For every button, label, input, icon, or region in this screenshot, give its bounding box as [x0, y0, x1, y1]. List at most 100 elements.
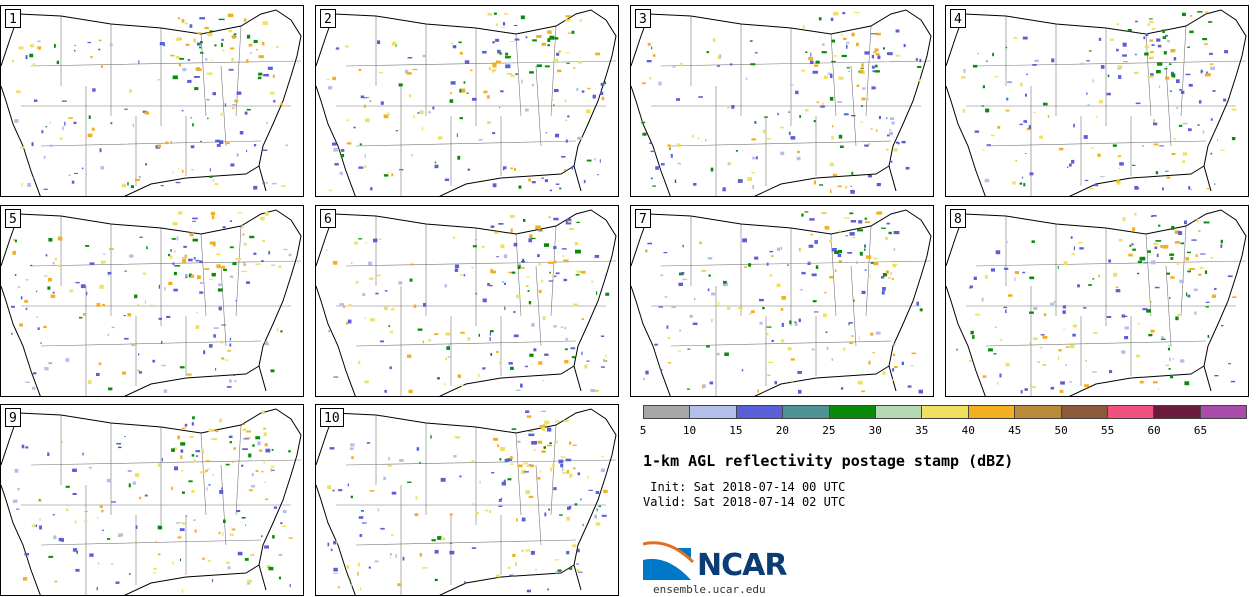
echo-cell [62, 126, 64, 131]
echo-cell [893, 231, 900, 235]
echo-cell [1204, 11, 1209, 14]
echo-cell [499, 106, 501, 108]
colorbar-segment [829, 406, 876, 418]
echo-cell [349, 579, 351, 581]
echo-cell [801, 69, 805, 72]
echo-cell [982, 375, 987, 378]
echo-cell [36, 316, 39, 318]
echo-cell [219, 418, 222, 423]
echo-cell [530, 464, 535, 468]
echo-cell [229, 47, 235, 50]
echo-cell [533, 449, 536, 451]
echo-cell [822, 102, 824, 106]
echo-cell [1147, 23, 1150, 26]
echo-cell [210, 211, 216, 216]
echo-cell [569, 228, 574, 230]
figure-title: 1-km AGL reflectivity postage stamp (dBZ… [643, 452, 1014, 470]
echo-cell [495, 23, 498, 26]
echo-cell [754, 256, 759, 260]
echo-cell [21, 444, 25, 449]
echo-cell [892, 265, 896, 268]
echo-cell [1187, 128, 1192, 132]
echo-cell [447, 356, 451, 358]
echo-cell [490, 225, 495, 228]
echo-cell [333, 567, 338, 572]
echo-cell [1182, 160, 1186, 163]
echo-cell [692, 134, 694, 138]
echo-cell [249, 235, 255, 239]
echo-cell [892, 368, 895, 372]
echo-cell [359, 534, 363, 537]
echo-cell [362, 293, 366, 297]
echo-cell [517, 265, 521, 270]
echo-cell [1003, 267, 1009, 270]
echo-cell [246, 149, 248, 152]
echo-cell [571, 165, 574, 170]
echo-cell [74, 172, 78, 174]
echo-cell [677, 162, 681, 165]
echo-cell [492, 41, 495, 44]
reflectivity-map [946, 209, 1247, 396]
echo-cell [389, 556, 391, 559]
echo-cell [334, 163, 339, 166]
echo-cell [506, 73, 512, 75]
echo-cell [414, 513, 419, 517]
colorbar-segment [690, 406, 737, 418]
echo-cell [781, 322, 784, 327]
echo-cell [566, 470, 570, 474]
echo-cell [379, 340, 385, 343]
echo-cell [398, 83, 403, 87]
echo-cell [789, 84, 794, 86]
echo-cell [549, 442, 552, 445]
echo-cell [546, 444, 552, 447]
echo-cell [1087, 104, 1090, 106]
echo-cell [345, 45, 349, 48]
state-boundaries [21, 216, 302, 396]
echo-cell [1086, 92, 1088, 95]
echo-cell [265, 498, 269, 501]
echo-cell [780, 246, 783, 250]
echo-cell [233, 447, 236, 450]
echo-cell [524, 365, 528, 368]
echo-cell [138, 371, 143, 374]
echo-cell [203, 350, 206, 355]
echo-cell [682, 278, 687, 281]
echo-cell [845, 235, 848, 237]
echo-cell [798, 389, 802, 394]
echo-cell [1043, 313, 1047, 317]
echo-cell [194, 529, 197, 533]
echo-cell [1191, 239, 1197, 241]
echo-cell [754, 121, 757, 124]
coastline [316, 408, 617, 595]
echo-cell [526, 589, 531, 593]
echo-cell [457, 155, 461, 160]
echo-cell [364, 153, 366, 158]
echo-cell [532, 39, 537, 42]
echo-cell [459, 51, 463, 55]
echo-cell [230, 163, 235, 167]
echo-cell [157, 553, 161, 556]
echo-cell [558, 50, 561, 53]
member-number: 1 [5, 9, 21, 28]
echo-cell [197, 32, 202, 34]
echo-cell [202, 557, 205, 560]
echo-cell [595, 522, 601, 526]
echo-cell [788, 131, 791, 135]
member-number: 8 [950, 209, 966, 228]
echo-cell [1020, 82, 1023, 87]
echo-cell [192, 220, 197, 222]
echo-cell [780, 308, 784, 311]
echo-cell [12, 60, 14, 63]
echo-cell [214, 183, 219, 186]
echo-cell [509, 574, 514, 577]
echo-cell [52, 261, 55, 265]
echo-cell [1211, 294, 1217, 298]
echo-cell [575, 249, 581, 254]
echo-cell [722, 282, 728, 287]
echo-cell [1200, 253, 1206, 255]
echo-cell [428, 339, 431, 342]
echo-cell [893, 247, 896, 251]
echo-cell [503, 479, 506, 483]
echo-cell [759, 321, 763, 325]
echo-cell [182, 427, 186, 430]
